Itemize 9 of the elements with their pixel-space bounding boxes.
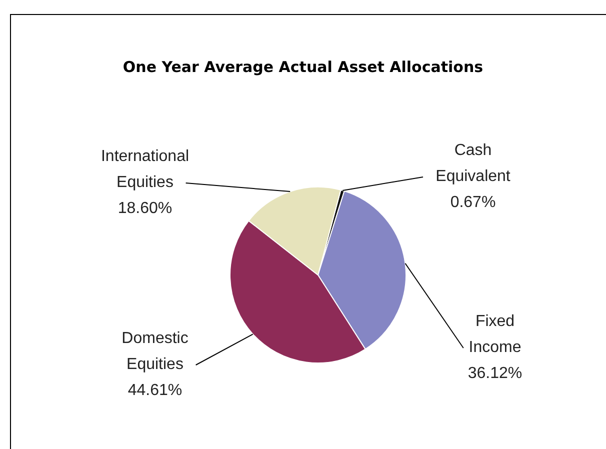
slice-label: Domestic Equities: [122, 330, 188, 374]
slice-label: Fixed Income: [468, 313, 522, 356]
chart-title: One Year Average Actual Asset Allocations: [122, 58, 484, 76]
data-label: 0.67%: [450, 194, 496, 212]
data-label: 44.61%: [128, 382, 182, 400]
slice-label: Cash Equivalent: [436, 142, 511, 186]
slice-label: International Equities: [100, 148, 190, 192]
data-label: 18.60%: [118, 200, 172, 218]
data-label: 36.12%: [468, 365, 522, 382]
